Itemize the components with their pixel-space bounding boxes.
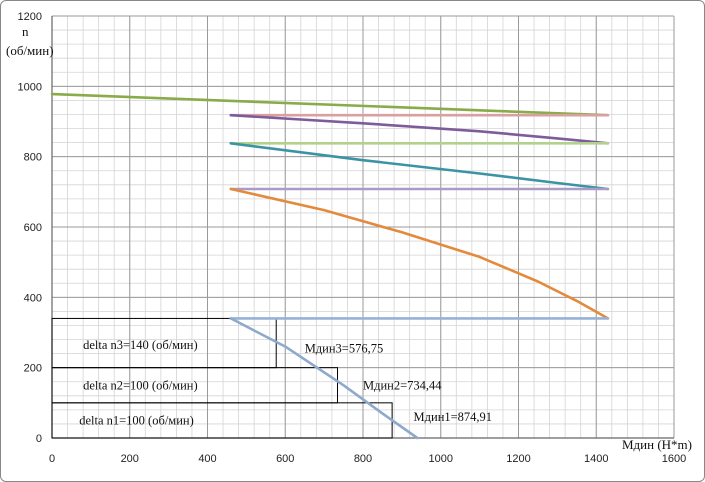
annotation-label: delta n1=100 (об/мин) (79, 413, 194, 427)
y-tick-label: 1200 (18, 11, 42, 23)
annotation-label: Мдин2=734,44 (363, 378, 442, 392)
annotation-label: Мдин1=874,91 (414, 410, 493, 424)
series-lines (50, 92, 610, 440)
y-axis-symbol: n (22, 24, 29, 39)
x-tick-label: 1400 (584, 453, 608, 465)
x-tick-label: 1200 (506, 453, 530, 465)
y-axis-unit: (об/мин) (6, 43, 54, 58)
x-tick-label: 1600 (662, 453, 686, 465)
x-tick-label: 600 (276, 453, 294, 465)
series-line (229, 113, 610, 145)
series-line (229, 187, 610, 320)
x-tick-labels: 0 200 400 600 800 1000 1200 1400 1600 (49, 453, 686, 465)
annotation-label: Мдин3=576,75 (305, 341, 384, 355)
y-tick-labels: 0 200 400 600 800 1000 1200 (18, 11, 42, 445)
y-tick-label: 0 (36, 433, 42, 445)
x-tick-label: 1000 (429, 453, 453, 465)
x-tick-label: 800 (354, 453, 372, 465)
y-tick-label: 1000 (18, 81, 42, 93)
x-tick-label: 200 (121, 453, 139, 465)
series-line (229, 142, 610, 191)
y-tick-label: 200 (24, 363, 42, 375)
annotations: delta n3=140 (об/мин) delta n2=100 (об/ми… (79, 338, 492, 428)
annotation-label: delta n3=140 (об/мин) (83, 338, 198, 352)
x-axis-label: Мдин (Н*m) (622, 437, 692, 452)
y-tick-label: 800 (24, 152, 42, 164)
x-tick-label: 0 (49, 453, 55, 465)
annotation-label: delta n2=100 (об/мин) (83, 378, 198, 392)
y-tick-label: 400 (24, 292, 42, 304)
series-line (229, 317, 419, 440)
x-tick-label: 400 (198, 453, 216, 465)
y-tick-label: 600 (24, 222, 42, 234)
series-line (50, 92, 610, 117)
